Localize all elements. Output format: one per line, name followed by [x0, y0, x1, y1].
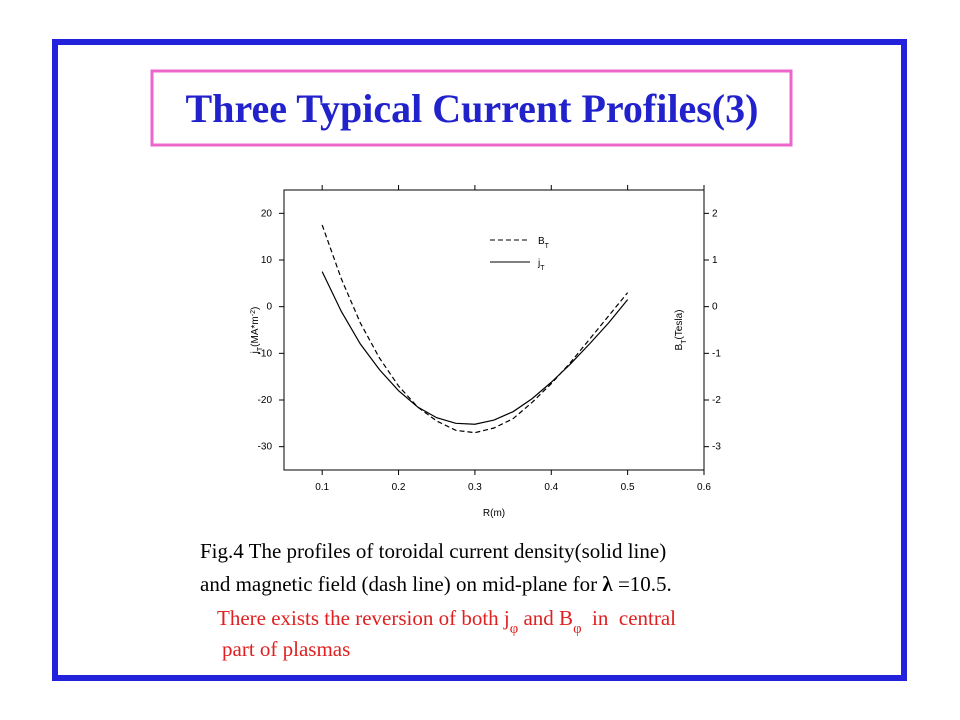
- caption-line-part: λ: [602, 572, 613, 596]
- y-tick-label: 0: [266, 302, 272, 313]
- y-axis-label-part: j: [250, 351, 261, 354]
- note-line-part: φ: [510, 621, 518, 637]
- y2-axis-label-part: T: [681, 339, 688, 344]
- series-line: [321, 224, 629, 434]
- x-axis-label-part: R(m): [483, 508, 505, 519]
- y2-axis-label-part: (Tesla): [674, 310, 685, 340]
- slide-border: [52, 39, 907, 681]
- y2-tick-label: 2: [712, 208, 718, 219]
- legend-label-part: T: [545, 243, 550, 250]
- x-tick-label: 0.1: [315, 482, 329, 493]
- x-tick-label: 0.5: [621, 482, 635, 493]
- y-axis-label-part: ): [250, 307, 261, 310]
- legend-label-part: T: [540, 265, 545, 272]
- y-axis-label-part: -2: [250, 310, 257, 316]
- note-line-part: There exists the reversion of both j: [217, 606, 510, 630]
- note-line-part: part of plasmas: [222, 637, 350, 661]
- legend-label: BT: [538, 236, 550, 250]
- y-axis-label-part: (MA*m: [250, 316, 261, 347]
- legend-label: jT: [537, 258, 545, 272]
- note-line-part: and B: [518, 606, 573, 630]
- note-line-part: φ: [573, 621, 581, 637]
- y2-tick-label: 1: [712, 255, 718, 266]
- caption-line: Fig.4 The profiles of toroidal current d…: [200, 539, 666, 563]
- x-axis-label: R(m): [483, 508, 505, 519]
- note-line: part of plasmas: [222, 637, 350, 661]
- y-tick-label: 10: [261, 255, 273, 266]
- y2-axis-label: BT(Tesla): [674, 310, 688, 351]
- plot-frame: [283, 189, 705, 471]
- caption-line: and magnetic field (dash line) on mid-pl…: [200, 572, 672, 596]
- series-line: [321, 271, 629, 425]
- x-tick-label: 0.4: [544, 482, 558, 493]
- caption-line-part: and magnetic field (dash line) on mid-pl…: [200, 572, 602, 596]
- x-tick-label: 0.3: [468, 482, 482, 493]
- slide-title: Three Typical Current Profiles(3): [186, 86, 759, 131]
- y2-tick-label: 0: [712, 302, 718, 313]
- y2-tick-label: -3: [712, 442, 721, 453]
- caption-line-part: Fig.4 The profiles of toroidal current d…: [200, 539, 666, 563]
- y-tick-label: -30: [258, 442, 273, 453]
- y-tick-label: -20: [258, 395, 273, 406]
- y2-tick-label: -2: [712, 395, 721, 406]
- y-tick-label: -10: [258, 348, 273, 359]
- title-box: [150, 69, 793, 147]
- note-line-part: in central: [582, 606, 677, 630]
- y-tick-label: 20: [261, 208, 273, 219]
- legend-label-part: B: [538, 236, 545, 247]
- y2-tick-label: -1: [712, 348, 721, 359]
- note-line: There exists the reversion of both jφ an…: [217, 606, 676, 637]
- y-axis-label-part: T: [257, 346, 264, 351]
- y-axis-label: jT(MA*m-2): [250, 307, 264, 355]
- x-tick-label: 0.2: [392, 482, 406, 493]
- y2-axis-label-part: B: [674, 343, 685, 350]
- x-tick-label: 0.6: [697, 482, 711, 493]
- legend-label-part: j: [537, 258, 540, 269]
- caption-line-part: =10.5.: [613, 572, 672, 596]
